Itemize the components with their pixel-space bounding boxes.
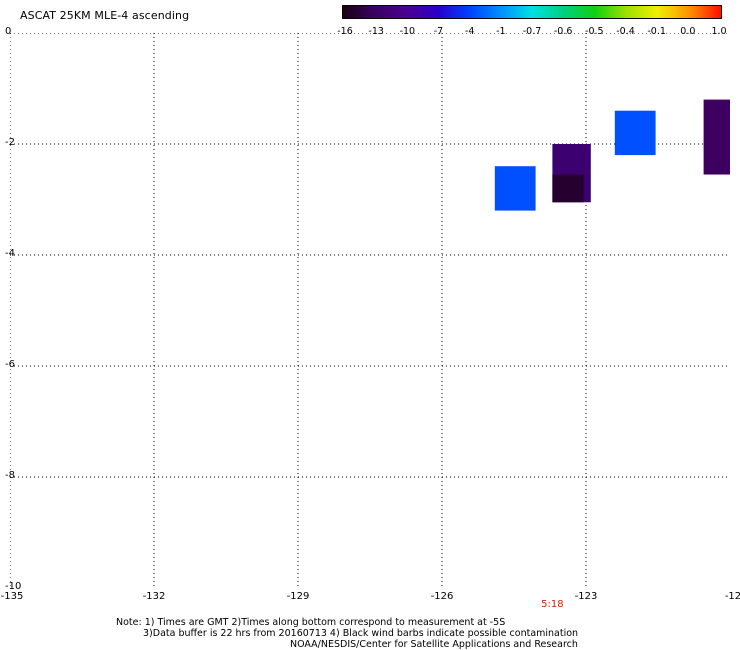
color-scale-label: -4 (464, 26, 475, 37)
note-line-1: Note: 1) Times are GMT 2)Times along bot… (116, 617, 506, 628)
wind-data-cell (552, 174, 584, 203)
color-scale-label: -1 (496, 26, 506, 37)
longitude-tick-label: -126 (430, 591, 454, 602)
latitude-tick-label: -2 (5, 137, 15, 148)
latitude-tick-label: -8 (5, 470, 15, 481)
latitude-tick-label: -6 (5, 359, 15, 370)
color-scale-label: -0.6 (553, 26, 573, 37)
note-line-2: 3)Data buffer is 22 hrs from 20160713 4)… (143, 628, 579, 639)
longitude-tick-label: -129 (286, 591, 310, 602)
color-scale-bar (342, 5, 722, 19)
color-scale-label: -0.1 (647, 26, 666, 37)
note-line-3: NOAA/NESDIS/Center for Satellite Applica… (290, 639, 578, 650)
color-scale-label: -16 (337, 26, 353, 37)
wind-data-cell (494, 166, 536, 211)
color-scale-label: -10 (399, 26, 416, 37)
color-scale-label: -0.5 (585, 26, 604, 37)
wind-data-cell (614, 110, 656, 156)
map-title: ASCAT 25KM MLE-4 ascending (20, 9, 190, 22)
color-scale-label: -13 (368, 26, 384, 37)
color-scale-label: -7 (433, 26, 444, 37)
color-scale-label: -0.4 (616, 26, 635, 37)
wind-data-cell (703, 99, 730, 175)
longitude-tick-label: -123 (574, 591, 598, 602)
latitude-tick-label: -10 (5, 581, 22, 592)
latitude-tick-label: -4 (5, 248, 15, 259)
color-scale-label: -0.7 (522, 26, 542, 37)
longitude-tick-label: -132 (142, 591, 166, 602)
color-scale-label: 0.0 (680, 26, 696, 37)
color-scale-label: 1.0 (711, 26, 727, 37)
longitude-tick-label: -135 (0, 591, 24, 602)
map-plot-area (10, 33, 730, 588)
latitude-tick-label: 0 (5, 26, 12, 37)
pass-time-label: 5:18 (541, 599, 564, 610)
longitude-tick-label: -12 (724, 591, 740, 602)
